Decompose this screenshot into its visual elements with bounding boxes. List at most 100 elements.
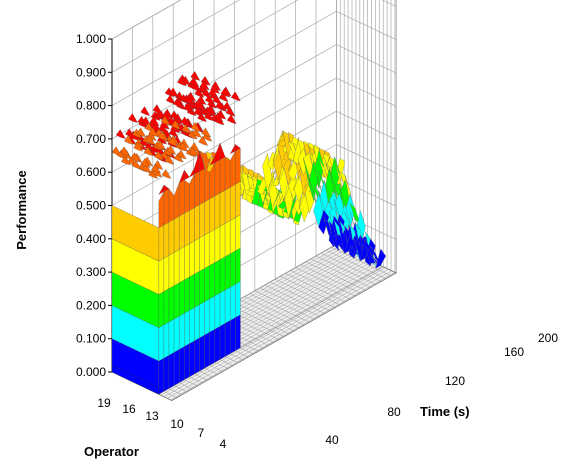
front-face-band (163, 321, 170, 359)
surface-patch (318, 209, 330, 235)
x-tick-label: 120 (445, 374, 465, 388)
front-face-band (209, 262, 216, 299)
front-face-band (224, 320, 231, 357)
front-face-band (194, 204, 200, 242)
x-tick-label: 160 (504, 345, 524, 359)
surface-layer (111, 71, 397, 401)
front-face-band (173, 315, 180, 353)
front-face-band (163, 354, 170, 392)
front-face-band (158, 291, 165, 328)
side-gridline (381, 0, 397, 7)
front-face-band (163, 188, 170, 226)
surface-patch (140, 106, 151, 116)
side-gridline (336, 10, 397, 41)
back-gridline (111, 0, 240, 73)
surface-patch (128, 113, 138, 123)
surface-patch (143, 146, 154, 157)
front-face-band (158, 224, 165, 262)
front-face-band (199, 334, 205, 372)
y-tick-label: 0.900 (76, 65, 106, 79)
y-tick-label: 0.000 (76, 365, 106, 379)
y-tick-label: 0.600 (76, 165, 106, 179)
surface-patch (168, 136, 179, 147)
front-face-band (179, 246, 185, 284)
surface-patch (164, 155, 175, 165)
z-tick-label: 19 (97, 396, 111, 410)
y-tick-label: 1.000 (76, 32, 106, 46)
front-face-band (168, 285, 175, 323)
back-gridline (111, 77, 337, 206)
side-gridline (336, 110, 397, 141)
front-face-band (194, 304, 200, 341)
floor-gridline (170, 272, 396, 401)
surface-patch (308, 160, 319, 201)
front-face-band (209, 328, 216, 366)
surface-patch (194, 88, 205, 98)
surface-patch (205, 105, 216, 115)
back-gridline (111, 0, 299, 106)
surface-patch (195, 100, 206, 110)
front-face-band (179, 179, 185, 217)
front-face-band (184, 210, 190, 247)
surface-patch (171, 120, 181, 130)
front-face-band (158, 357, 165, 395)
front-face-band (204, 198, 210, 236)
front-face-band (219, 156, 226, 194)
surface-patch (148, 127, 159, 138)
y-tick-label: 0.800 (76, 99, 106, 113)
x-axis-label: Time (s) (420, 404, 470, 419)
surface-patch (140, 158, 151, 168)
z-tick-label: 4 (220, 437, 227, 451)
surface-patch (130, 152, 141, 162)
front-face-band (204, 331, 210, 369)
front-face-band (224, 220, 231, 257)
front-face-band (214, 159, 221, 197)
y-axis-label: Performance (14, 170, 29, 249)
front-face-band (199, 168, 205, 205)
surface-patch (155, 140, 166, 150)
surface-patch (198, 136, 209, 146)
front-face-band (189, 273, 195, 311)
front-face-band (199, 151, 205, 172)
front-face-band (184, 276, 190, 314)
front-face-band (163, 255, 170, 292)
surface-patch (119, 146, 130, 157)
front-face-band (219, 143, 226, 160)
front-face-band (209, 195, 216, 233)
front-face-band (173, 215, 180, 253)
front-face-band (214, 292, 221, 330)
front-face-band (158, 324, 165, 362)
front-face-band (235, 247, 241, 285)
surface-patch (157, 131, 168, 142)
front-face-band (224, 253, 231, 291)
surface-patch (160, 115, 171, 126)
front-face-band (224, 186, 231, 224)
side-gridline (336, 44, 397, 74)
surface-patch (121, 155, 131, 166)
front-floor (158, 266, 397, 401)
surface-patch (193, 107, 204, 117)
front-face-band (184, 169, 190, 181)
surface-patch (190, 122, 201, 132)
front-face-band (173, 249, 180, 286)
front-face-band (219, 223, 226, 260)
front-face-band (209, 228, 216, 266)
surface-patch (215, 100, 226, 111)
front-face-band (189, 307, 195, 344)
front-face-band (168, 352, 175, 389)
z-tick-label: 10 (170, 417, 184, 431)
surface-patch (344, 235, 355, 254)
front-face-band (179, 279, 185, 317)
front-face-band (230, 317, 236, 354)
surface-patch (181, 124, 192, 134)
front-face-band (168, 218, 175, 256)
surface-patch (154, 150, 164, 161)
front-face-band (219, 189, 226, 227)
front-face-band (179, 346, 185, 383)
surface-patch (364, 245, 376, 264)
front-face-band (199, 268, 205, 305)
front-face-band (189, 340, 195, 378)
floor-edge (111, 365, 159, 395)
surface-patch (218, 92, 229, 102)
y-tick-label: 0.500 (76, 199, 106, 213)
